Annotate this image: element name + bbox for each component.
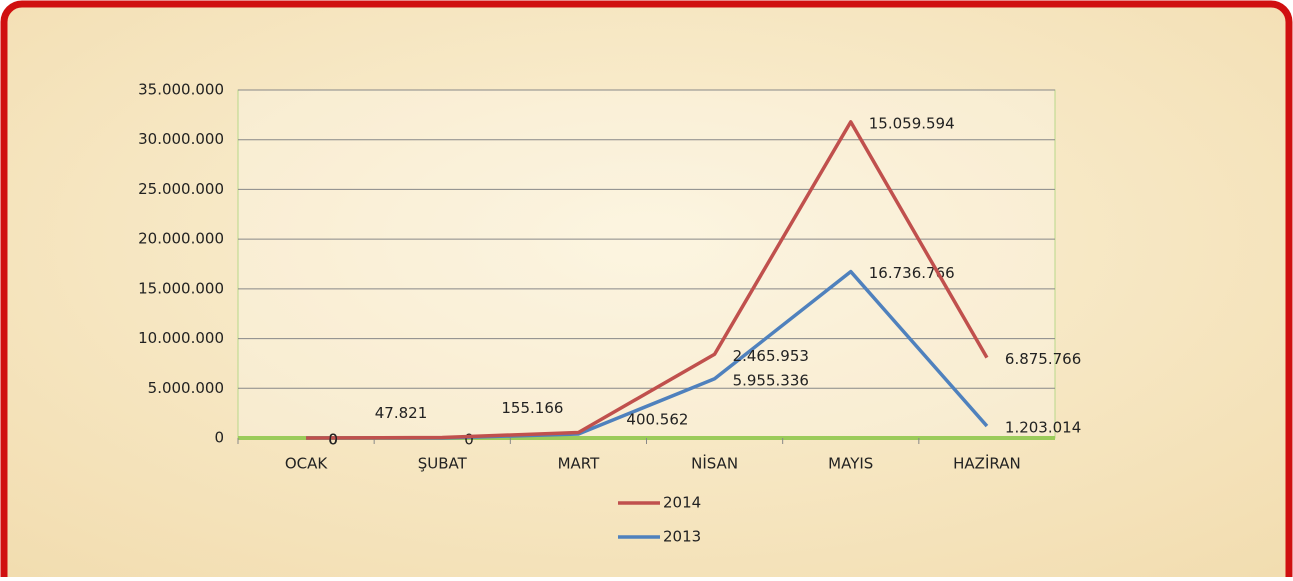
data-label: 155.166 <box>501 399 563 417</box>
y-tick-label: 35.000.000 <box>138 81 224 99</box>
data-label: 2.465.953 <box>733 347 809 365</box>
x-tick-label: ŞUBAT <box>418 455 468 473</box>
legend-label: 2014 <box>663 494 701 512</box>
data-label: 16.736.766 <box>869 264 955 282</box>
data-label: 400.562 <box>626 411 688 429</box>
y-tick-label: 25.000.000 <box>138 180 224 198</box>
data-label: 0 <box>329 431 339 449</box>
data-label: 1.203.014 <box>1005 419 1081 437</box>
x-tick-label: MAYIS <box>828 455 873 473</box>
data-label: 15.059.594 <box>869 114 955 132</box>
y-tick-label: 10.000.000 <box>138 329 224 347</box>
x-tick-label: NİSAN <box>691 454 738 473</box>
data-label: 0 <box>464 431 474 449</box>
x-tick-label: MART <box>558 455 601 473</box>
x-tick-label: OCAK <box>285 455 329 473</box>
x-tick-label: HAZİRAN <box>953 454 1021 473</box>
data-label: 6.875.766 <box>1005 350 1081 368</box>
y-tick-label: 30.000.000 <box>138 130 224 148</box>
y-tick-label: 20.000.000 <box>138 230 224 248</box>
y-tick-label: 15.000.000 <box>138 279 224 297</box>
y-tick-label: 0 <box>214 429 224 447</box>
line <box>306 120 989 440</box>
data-label: 47.821 <box>375 404 428 422</box>
plot-area <box>237 89 1056 439</box>
legend-label: 2013 <box>663 528 701 546</box>
data-label: 5.955.336 <box>733 371 809 389</box>
y-tick-label: 5.000.000 <box>148 379 224 397</box>
